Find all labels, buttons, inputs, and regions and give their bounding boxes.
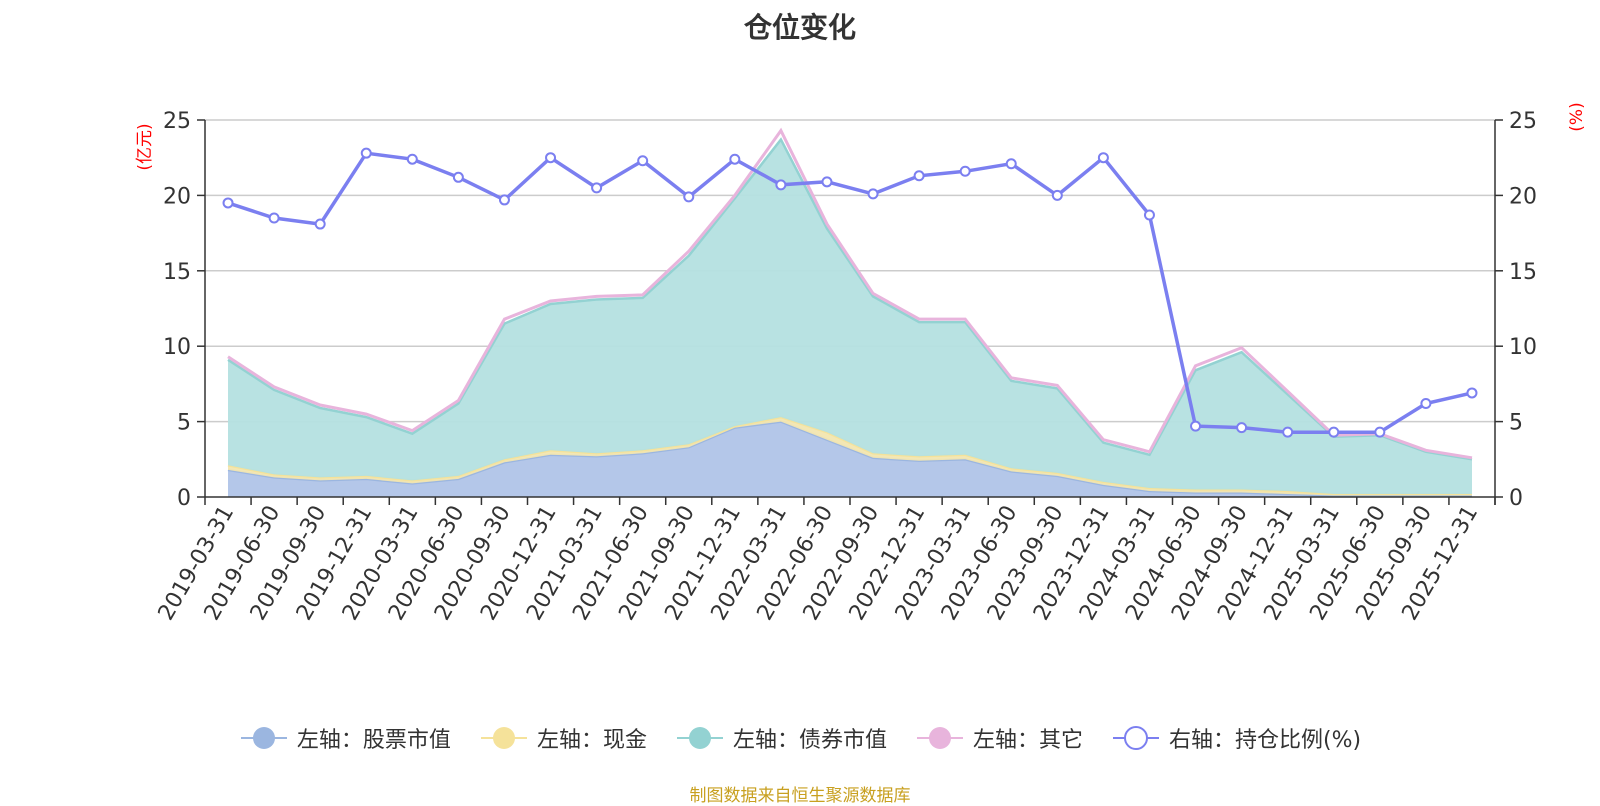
ratio-point <box>498 194 510 206</box>
stock-area <box>228 421 1472 497</box>
legend-item[interactable]: 左轴：债券市值 <box>675 722 887 754</box>
ratio-line-layer <box>222 147 1478 438</box>
ratio-point <box>314 218 326 230</box>
legend-item[interactable]: 左轴：现金 <box>479 722 647 754</box>
ratio-point <box>1097 152 1109 164</box>
ratio-point <box>1374 426 1386 438</box>
chart-title: 仓位变化 <box>743 11 856 44</box>
legend-swatch-icon <box>676 727 723 749</box>
left-y-tick-label: 10 <box>163 335 191 360</box>
ratio-point <box>821 176 833 188</box>
legend-item[interactable]: 左轴：其它 <box>915 722 1083 754</box>
ratio-point <box>1420 398 1432 410</box>
legend-label: 左轴：现金 <box>536 728 647 753</box>
legend-item[interactable]: 左轴：股票市值 <box>239 722 451 754</box>
legend-label: 左轴：债券市值 <box>732 728 887 753</box>
right-y-tick-label: 0 <box>1509 486 1523 511</box>
left-y-tick-label: 25 <box>163 109 191 134</box>
legend-swatch-icon <box>916 727 963 749</box>
legend-swatch-icon <box>480 727 527 749</box>
right-y-tick-label: 5 <box>1509 411 1523 436</box>
ratio-point <box>268 212 280 224</box>
ratio-point <box>406 153 418 165</box>
ratio-point <box>729 153 741 165</box>
ratio-point <box>867 188 879 200</box>
left-y-tick-label: 0 <box>177 486 191 511</box>
right-y-tick-label: 10 <box>1509 335 1537 360</box>
legend-swatch-icon <box>240 727 287 749</box>
ratio-point <box>683 191 695 203</box>
ratio-line <box>227 151 1473 434</box>
left-y-tick-label: 5 <box>177 411 191 436</box>
legend: 左轴：股票市值 左轴：现金 左轴：债券市值 左轴：其它 右轴：持仓比例(%) <box>0 722 1600 754</box>
legend-label: 左轴：股票市值 <box>296 728 451 753</box>
ratio-point <box>1328 426 1340 438</box>
ratio-point <box>222 197 234 209</box>
ratio-point <box>1282 426 1294 438</box>
legend-item[interactable]: 右轴：持仓比例(%) <box>1111 722 1361 754</box>
ratio-point <box>1190 420 1202 432</box>
legend-label: 左轴：其它 <box>972 728 1083 753</box>
source-note: 制图数据来自恒生聚源数据库 <box>689 786 911 806</box>
ratio-point <box>452 171 464 183</box>
right-y-tick-label: 20 <box>1509 184 1537 209</box>
ratio-point <box>591 182 603 194</box>
bond-area-edge <box>227 137 1473 461</box>
legend-swatch-icon <box>1112 726 1159 750</box>
ratio-point <box>1236 422 1248 434</box>
left-y-tick-label: 20 <box>163 184 191 209</box>
legend-label: 右轴：持仓比例(%) <box>1168 728 1362 753</box>
stacked-areas <box>227 127 1473 497</box>
left-y-tick-label: 15 <box>163 260 191 285</box>
ratio-point <box>913 170 925 182</box>
bond-area <box>228 139 1472 494</box>
left-axis-unit-label: (亿元) <box>135 123 155 170</box>
ratio-point <box>1005 158 1017 170</box>
ratio-point <box>775 179 787 191</box>
right-y-tick-label: 25 <box>1509 109 1537 134</box>
ratio-point <box>1143 209 1155 221</box>
ratio-point <box>1051 189 1063 201</box>
right-axis-unit-label: (%) <box>1567 102 1587 131</box>
other-area-edge <box>227 127 1473 460</box>
ratio-point <box>959 165 971 177</box>
ratio-point <box>1466 387 1478 399</box>
ratio-point <box>637 155 649 167</box>
right-y-tick-label: 15 <box>1509 260 1537 285</box>
ratio-point <box>360 147 372 159</box>
ratio-point <box>545 152 557 164</box>
